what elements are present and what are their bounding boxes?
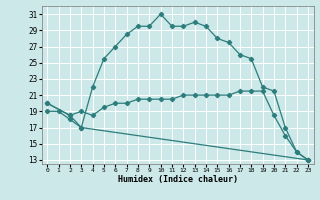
X-axis label: Humidex (Indice chaleur): Humidex (Indice chaleur) [118,175,237,184]
